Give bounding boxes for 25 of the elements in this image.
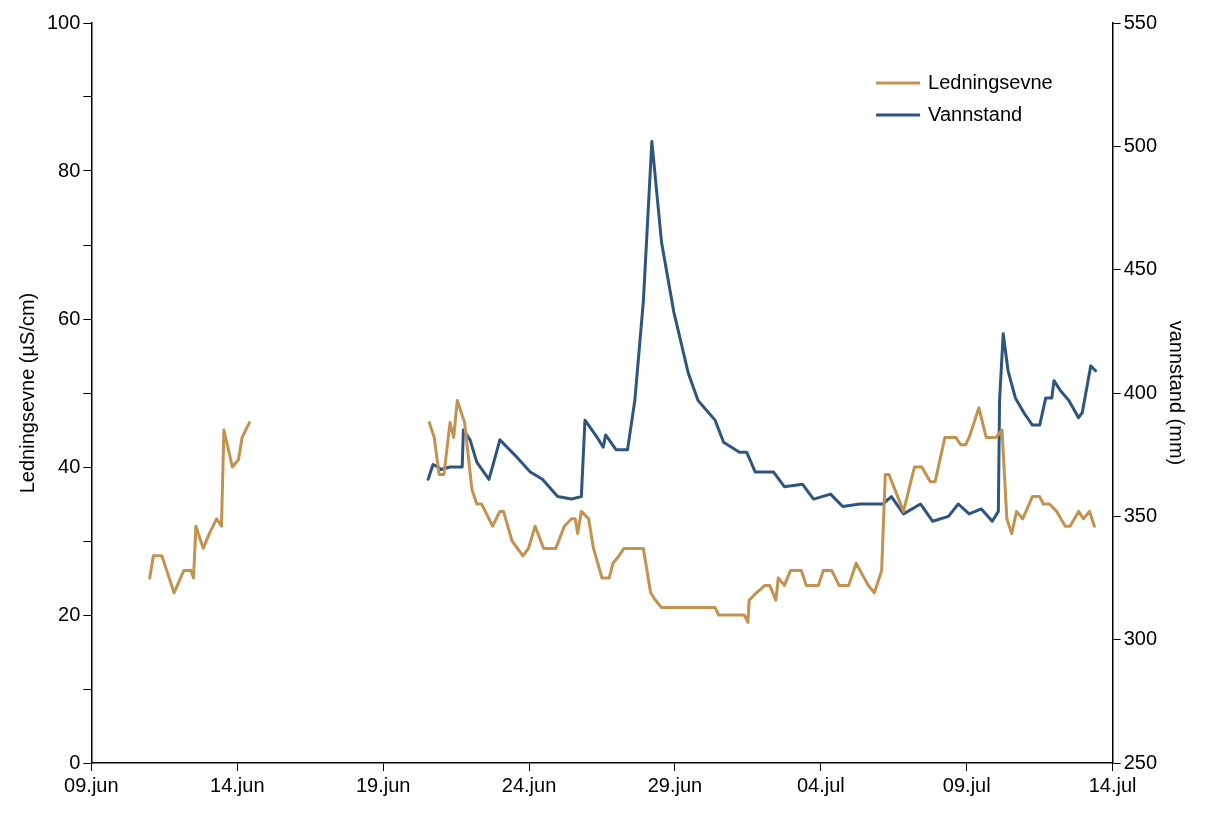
x-tick-label: 24.jun	[501, 773, 557, 796]
y2-tick-label: 250	[1123, 750, 1158, 773]
y-tick-label: 20	[58, 602, 81, 625]
y2-tick-label: 300	[1123, 627, 1158, 650]
x-tick-label: 14.jul	[1088, 773, 1137, 796]
legend-label: Vannstand	[928, 102, 1023, 125]
x-tick-label: 04.jul	[796, 773, 845, 796]
y-tick-label: 0	[69, 750, 81, 773]
y2-tick-label: 450	[1123, 257, 1158, 280]
x-tick-label: 14.jun	[210, 773, 265, 796]
y-tick-label: 60	[58, 306, 81, 329]
y2-axis-title: vannstand (mm)	[1166, 320, 1189, 466]
y-axis-title: Ledningsevne (µS/cm)	[15, 292, 38, 494]
x-tick-label: 09.jun	[64, 773, 119, 796]
x-tick-label: 29.jun	[647, 773, 703, 796]
x-tick-label: 09.jul	[942, 773, 991, 796]
x-tick-label: 19.jun	[355, 773, 411, 796]
y-tick-label: 40	[58, 454, 81, 477]
y-tick-label: 100	[46, 10, 81, 33]
y2-tick-label: 350	[1123, 503, 1158, 526]
y2-tick-label: 500	[1123, 133, 1158, 156]
y2-tick-label: 400	[1123, 380, 1158, 403]
y-tick-label: 80	[58, 158, 81, 181]
y2-tick-label: 550	[1123, 10, 1158, 33]
legend-label: Ledningsevne	[928, 70, 1053, 93]
